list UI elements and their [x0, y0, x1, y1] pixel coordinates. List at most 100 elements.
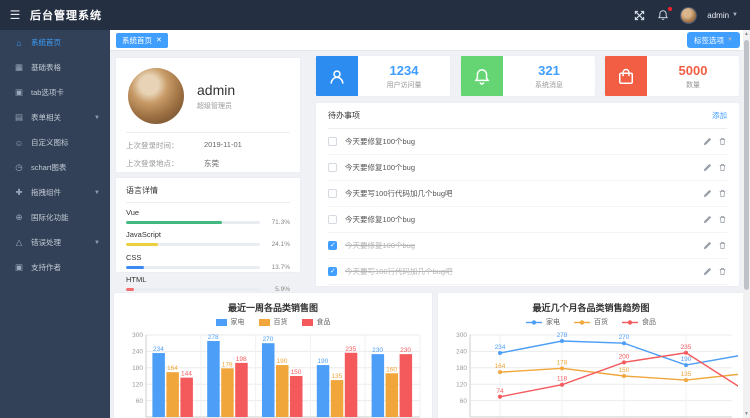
sidebar-item-1[interactable]: ▦ 基础表格 [0, 55, 110, 80]
todo-checkbox[interactable] [328, 137, 337, 146]
svg-text:240: 240 [456, 349, 467, 356]
scroll-down-icon[interactable]: ▼ [744, 411, 749, 417]
sidebar-item-9[interactable]: ▣ 支持作者 [0, 255, 110, 280]
last-login-time-row: 上次登录时间： 2019-11-01 [126, 140, 290, 151]
scrollbar-thumb[interactable] [744, 40, 749, 290]
edit-icon[interactable] [703, 163, 712, 172]
edit-icon[interactable] [703, 241, 712, 250]
language-percent: 5.9% [275, 286, 290, 293]
stat-value: 1234 [389, 62, 419, 78]
svg-text:135: 135 [681, 371, 692, 378]
delete-icon[interactable] [718, 137, 727, 146]
sidebar-item-8[interactable]: △ 错误处理 ▼ [0, 230, 110, 255]
svg-text:135: 135 [331, 373, 342, 380]
stat-label: 数量 [686, 81, 700, 89]
delete-icon[interactable] [718, 267, 727, 276]
user-avatar[interactable] [680, 6, 698, 24]
user-menu[interactable]: admin ▼ [707, 11, 738, 20]
language-name: CSS [126, 252, 142, 262]
todo-item-5: 今天要写100行代码加几个bug吧 [328, 259, 727, 285]
language-name: JavaScript [126, 230, 162, 239]
edit-icon[interactable] [703, 215, 712, 224]
edit-icon[interactable] [703, 189, 712, 198]
svg-text:234: 234 [153, 346, 164, 353]
todo-text: 今天要写100行代码加几个bug吧 [345, 267, 453, 276]
profile-name: admin [197, 81, 236, 98]
svg-text:160: 160 [386, 366, 397, 373]
legend-item[interactable]: 百货 [574, 317, 608, 327]
language-row: JavaScript 24.1% [126, 230, 290, 248]
sidebar-item-4[interactable]: ☺ 自定义图标 [0, 130, 110, 155]
delete-icon[interactable] [718, 189, 727, 198]
sidebar-item-7[interactable]: ⊕ 国际化功能 [0, 205, 110, 230]
todo-text: 今天要修复100个bug [345, 215, 416, 224]
tab-close-icon[interactable]: ✕ [156, 37, 162, 44]
table-icon: ▦ [14, 62, 24, 72]
sidebar-item-6[interactable]: ✚ 拖拽组件 ▼ [0, 180, 110, 205]
svg-text:120: 120 [456, 381, 467, 388]
profile-card: admin 超级管理员 上次登录时间： 2019-11-01 上次登录地点： 东… [115, 57, 301, 173]
language-row: CSS 13.7% [126, 253, 290, 271]
todo-checkbox[interactable] [328, 267, 337, 276]
legend-item[interactable]: 食品 [622, 317, 656, 327]
svg-text:74: 74 [496, 388, 504, 395]
line-chart-card: 最近几个月各品类销售趋势图 家电 百货 食品 601201802403006月7… [437, 292, 750, 418]
language-progress-bar [126, 243, 260, 246]
sidebar-item-3[interactable]: ▤ 表单相关 ▼ [0, 105, 110, 130]
sidebar-item-label: schart图表 [31, 163, 67, 172]
scroll-up-icon[interactable]: ▲ [744, 31, 749, 37]
tab-system-home[interactable]: 系统首页 ✕ [116, 32, 168, 48]
svg-text:300: 300 [132, 332, 143, 339]
sidebar-item-0[interactable]: ⌂ 系统首页 [0, 30, 110, 55]
sidebar-item-2[interactable]: ▣ tab选项卡 [0, 80, 110, 105]
legend-item[interactable]: 家电 [526, 317, 560, 327]
sidebar-item-label: 错误处理 [31, 238, 61, 247]
delete-icon[interactable] [718, 163, 727, 172]
svg-text:178: 178 [557, 359, 568, 366]
legend-item[interactable]: 百货 [258, 317, 288, 327]
fullscreen-icon[interactable] [632, 8, 646, 22]
sidebar-item-5[interactable]: ◷ schart图表 [0, 155, 110, 180]
todo-checkbox[interactable] [328, 189, 337, 198]
notification-bell-icon[interactable] [656, 7, 673, 22]
vertical-scrollbar[interactable]: ▲ ▼ [743, 30, 750, 418]
svg-text:278: 278 [208, 334, 219, 341]
smiley-icon: ☺ [14, 137, 24, 148]
last-login-place-row: 上次登录地点： 东莞 [126, 158, 290, 169]
todo-checkbox[interactable] [328, 163, 337, 172]
delete-icon[interactable] [718, 241, 727, 250]
tab-icon: ▣ [14, 87, 24, 97]
todo-add-link[interactable]: 添加 [712, 111, 727, 120]
delete-icon[interactable] [718, 215, 727, 224]
language-percent: 71.3% [271, 218, 290, 226]
tag-options-button[interactable]: 标签选项 ▼ [687, 32, 740, 48]
menu-toggle-icon[interactable]: ☰ [9, 8, 21, 22]
todo-checkbox[interactable] [328, 215, 337, 224]
bag-icon [605, 56, 647, 96]
warning-icon: △ [15, 237, 23, 247]
sidebar-item-label: 基础表格 [31, 63, 61, 72]
todo-item-0: 今天要修复100个bug [328, 129, 727, 155]
tag-options-label: 标签选项 [694, 35, 725, 45]
edit-icon[interactable] [703, 267, 712, 276]
sidebar-nav: ⌂ 系统首页 ▦ 基础表格 ▣ tab选项卡 ▤ 表单相关 ▼ ☺ 自定义图标 … [0, 30, 110, 418]
edit-icon[interactable] [703, 137, 712, 146]
svg-text:235: 235 [681, 344, 692, 351]
chevron-down-icon: ▼ [94, 239, 100, 246]
heart-icon: ▣ [14, 262, 24, 272]
sidebar-item-label: 系统首页 [31, 38, 61, 47]
tab-label: 系统首页 [122, 35, 152, 45]
caret-down-icon: ▼ [727, 37, 733, 43]
svg-text:230: 230 [372, 347, 383, 354]
todo-checkbox[interactable] [328, 241, 337, 250]
legend-item[interactable]: 食品 [301, 317, 331, 327]
todo-item-3: 今天要修复100个bug [328, 207, 727, 233]
stat-card-messages: 321 系统消息 [460, 55, 596, 97]
svg-text:180: 180 [132, 365, 143, 372]
language-detail-card: 语言详情 Vue 71.3% JavaScript 24.1% CSS 13.7… [115, 177, 301, 293]
legend-item[interactable]: 家电 [215, 317, 245, 327]
app-title: 后台管理系统 [30, 10, 102, 22]
todo-text: 今天要修复100个bug [345, 137, 416, 146]
svg-text:60: 60 [460, 398, 468, 405]
globe-icon: ⊕ [15, 212, 23, 222]
